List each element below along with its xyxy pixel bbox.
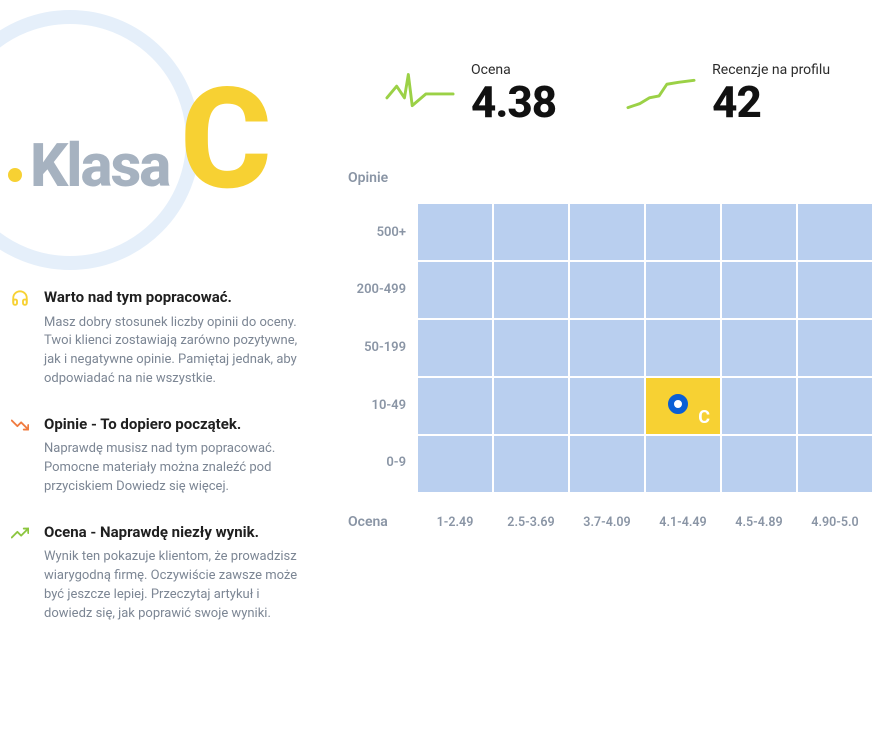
heat-chart: Opinie 500+200-49950-19910-490-9 C Ocena… — [348, 170, 888, 530]
heat-y-label: 10-49 — [348, 378, 406, 434]
heat-y-title: Opinie — [348, 170, 888, 186]
heat-cell — [722, 436, 796, 492]
tip-text: Masz dobry stosunek liczby opinii do oce… — [44, 314, 310, 389]
heat-y-labels: 500+200-49950-19910-490-9 — [348, 204, 406, 492]
heat-cell — [570, 320, 644, 376]
tip-title: Warto nad tym popracować. — [44, 288, 310, 308]
heat-x-label: 2.5-3.69 — [494, 515, 568, 530]
hero-label: Klasa — [30, 130, 169, 201]
tip-item: Ocena - Naprawdę niezły wynik. Wynik ten … — [10, 523, 310, 624]
heat-cell — [722, 262, 796, 318]
hero-dot — [8, 168, 22, 182]
heat-cell — [722, 378, 796, 434]
heat-active-grade: C — [698, 407, 710, 428]
heat-cell — [570, 262, 644, 318]
metric-rating: Ocena 4.38 — [385, 62, 556, 124]
heat-x-label: 3.7-4.09 — [570, 515, 644, 530]
hero-badge: Klasa C — [0, 0, 320, 280]
heat-x-label: 4.90-5.0 — [798, 515, 872, 530]
heat-cell — [798, 204, 872, 260]
trend-up-icon — [10, 523, 30, 543]
heat-cell — [418, 436, 492, 492]
reviews-sparkline-icon — [626, 68, 696, 118]
heat-grid: C — [418, 204, 872, 492]
heat-y-label: 0-9 — [348, 435, 406, 491]
tip-text: Naprawdę musisz nad tym popracować. Pomo… — [44, 440, 310, 497]
tip-item: Opinie - To dopiero początek. Naprawdę mu… — [10, 415, 310, 497]
tip-text: Wynik ten pokazuje klientom, że prowadzi… — [44, 548, 310, 623]
heat-cell — [646, 262, 720, 318]
heat-y-label: 200-499 — [348, 262, 406, 318]
heat-cell — [494, 262, 568, 318]
tip-item: Warto nad tym popracować. Masz dobry stos… — [10, 288, 310, 389]
heat-x-title: Ocena — [348, 514, 418, 530]
heat-cell — [494, 204, 568, 260]
heat-y-label: 50-199 — [348, 320, 406, 376]
heat-cell — [798, 320, 872, 376]
trend-down-icon — [10, 415, 30, 435]
heat-x-label: 1-2.49 — [418, 515, 492, 530]
metric-reviews-value: 42 — [712, 80, 761, 124]
heat-cell: C — [646, 378, 720, 434]
heat-cell — [570, 378, 644, 434]
hero-grade-letter: C — [180, 70, 272, 210]
metric-rating-value: 4.38 — [471, 80, 556, 124]
tip-title: Opinie - To dopiero początek. — [44, 415, 310, 435]
heat-cell — [798, 436, 872, 492]
heat-cell — [646, 204, 720, 260]
metric-reviews: Recenzje na profilu 42 — [626, 62, 830, 124]
metrics-row: Ocena 4.38 Recenzje na profilu 42 — [385, 62, 830, 124]
heat-cell — [646, 436, 720, 492]
headphones-icon — [10, 288, 30, 308]
rating-sparkline-icon — [385, 68, 455, 118]
heat-y-label: 500+ — [348, 205, 406, 261]
heat-cell — [418, 320, 492, 376]
heat-marker-icon — [668, 394, 688, 414]
heat-cell — [722, 320, 796, 376]
tips-list: Warto nad tym popracować. Masz dobry stos… — [10, 288, 310, 624]
heat-cell — [418, 262, 492, 318]
heat-cell — [646, 320, 720, 376]
tip-title: Ocena - Naprawdę niezły wynik. — [44, 523, 310, 543]
heat-cell — [494, 378, 568, 434]
heat-cell — [722, 204, 796, 260]
heat-cell — [418, 378, 492, 434]
heat-cell — [798, 262, 872, 318]
heat-cell — [494, 320, 568, 376]
heat-cell — [570, 436, 644, 492]
heat-x-labels: 1-2.492.5-3.693.7-4.094.1-4.494.5-4.894.… — [418, 515, 872, 530]
heat-cell — [570, 204, 644, 260]
heat-cell — [798, 378, 872, 434]
heat-x-label: 4.1-4.49 — [646, 515, 720, 530]
heat-x-label: 4.5-4.89 — [722, 515, 796, 530]
heat-cell — [418, 204, 492, 260]
heat-cell — [494, 436, 568, 492]
